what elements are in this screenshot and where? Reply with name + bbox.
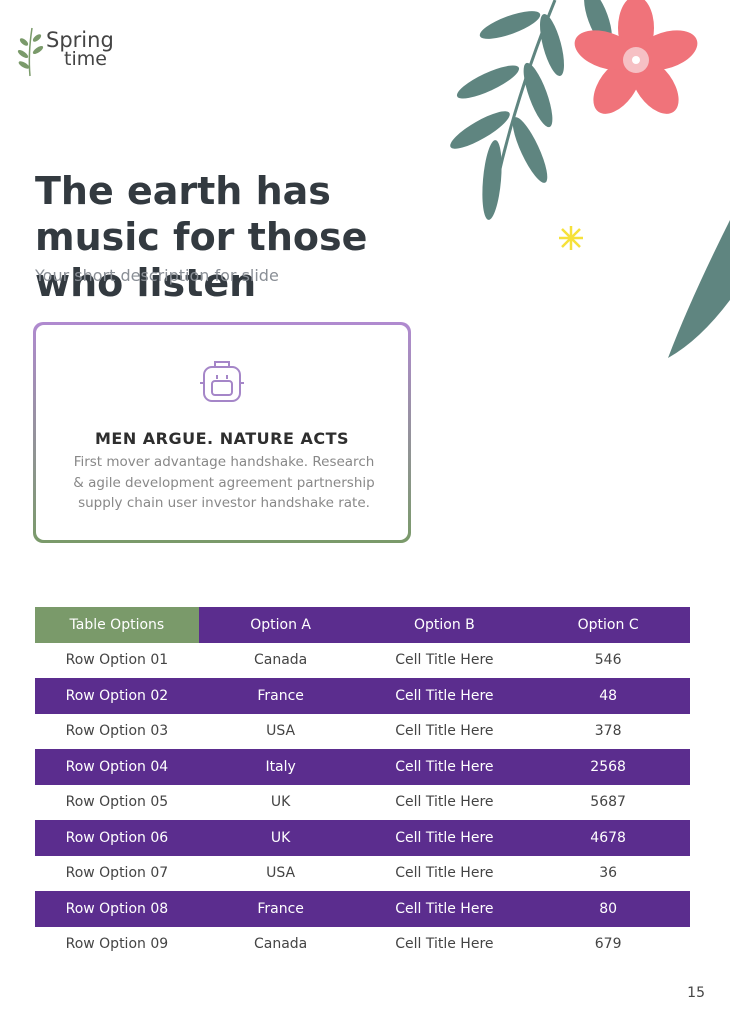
table-row: Row Option 09 Canada Cell Title Here 679 xyxy=(35,927,690,963)
table-cell: 5687 xyxy=(590,794,626,811)
table-cell: Canada xyxy=(253,936,308,953)
table-cell: 36 xyxy=(599,865,618,882)
table-row: Row Option 05 UK Cell Title Here 5687 xyxy=(35,785,690,821)
table-cell: Row Option 07 xyxy=(65,865,169,882)
table-body: Row Option 01 Canada Cell Title Here 546 Row… xyxy=(35,643,690,963)
logo-text: Spring xyxy=(46,28,114,52)
table-cell: UK xyxy=(270,794,291,811)
table-cell: 679 xyxy=(594,936,622,953)
table-cell: France xyxy=(198,891,363,927)
table-cell: Cell Title Here xyxy=(362,678,527,714)
table-row: Row Option 07 USA Cell Title Here 36 xyxy=(35,856,690,892)
table-cell: Row Option 02 xyxy=(35,678,199,714)
card-heading: MEN ARGUE. NATURE ACTS xyxy=(94,429,350,448)
table-cell: Cell Title Here xyxy=(362,891,527,927)
page-number: 15 xyxy=(687,985,705,1001)
table-header-cell: Option A xyxy=(198,607,363,643)
subtitle: Your short description for slide xyxy=(35,266,279,285)
card-inner: MEN ARGUE. NATURE ACTS First mover advan… xyxy=(36,325,408,540)
table-cell: Row Option 04 xyxy=(35,749,199,785)
table-cell: Cell Title Here xyxy=(395,865,494,882)
title: The earth has music for those who listen xyxy=(35,169,368,305)
table-cell: 80 xyxy=(526,891,690,927)
table-cell: Cell Title Here xyxy=(395,936,494,953)
card: MEN ARGUE. NATURE ACTS First mover advan… xyxy=(33,322,411,543)
table-row: Row Option 02 France Cell Title Here 48 xyxy=(35,678,690,714)
table-row: Row Option 08 France Cell Title Here 80 xyxy=(35,891,690,927)
table-cell: Cell Title Here xyxy=(395,794,494,811)
table-cell: 4678 xyxy=(526,820,690,856)
table-cell: Row Option 08 xyxy=(35,891,199,927)
table-cell: France xyxy=(198,678,363,714)
table-cell: Row Option 06 xyxy=(35,820,199,856)
table-header-cell: Option B xyxy=(362,607,527,643)
table-row: Row Option 04 Italy Cell Title Here 2568 xyxy=(35,749,690,785)
table-header-cell: Option C xyxy=(526,607,690,643)
backpack-icon xyxy=(200,361,244,402)
table-header-cell: Table Options xyxy=(35,607,199,643)
logo-text: time xyxy=(64,48,107,70)
table-cell: Cell Title Here xyxy=(362,820,527,856)
table-cell: Row Option 05 xyxy=(65,794,169,811)
floral-decoration xyxy=(450,0,730,358)
table-cell: 546 xyxy=(594,652,622,669)
table-cell: 378 xyxy=(594,723,622,740)
table-cell: Row Option 03 xyxy=(65,723,169,740)
table-cell: Canada xyxy=(253,652,308,669)
table-cell: Cell Title Here xyxy=(395,723,494,740)
table-cell: Row Option 01 xyxy=(65,652,169,669)
table-cell: 48 xyxy=(526,678,690,714)
table-cell: Cell Title Here xyxy=(362,749,527,785)
table-cell: Italy xyxy=(198,749,363,785)
table-header-row: Table Options Option A Option B Option C xyxy=(35,607,690,643)
table-cell: 2568 xyxy=(526,749,690,785)
table-cell: Cell Title Here xyxy=(395,652,494,669)
table-cell: UK xyxy=(198,820,363,856)
table-cell: USA xyxy=(266,723,296,740)
table-row: Row Option 03 USA Cell Title Here 378 xyxy=(35,714,690,750)
table-row: Row Option 06 UK Cell Title Here 4678 xyxy=(35,820,690,856)
table-cell: USA xyxy=(266,865,296,882)
data-table: Table Options Option A Option B Option C Ro… xyxy=(35,607,690,962)
table-row: Row Option 01 Canada Cell Title Here 546 xyxy=(35,643,690,679)
card-body: First mover advantage handshake. Researc… xyxy=(73,454,375,511)
logo-sprig xyxy=(17,27,44,77)
table-cell: Row Option 09 xyxy=(65,936,169,953)
